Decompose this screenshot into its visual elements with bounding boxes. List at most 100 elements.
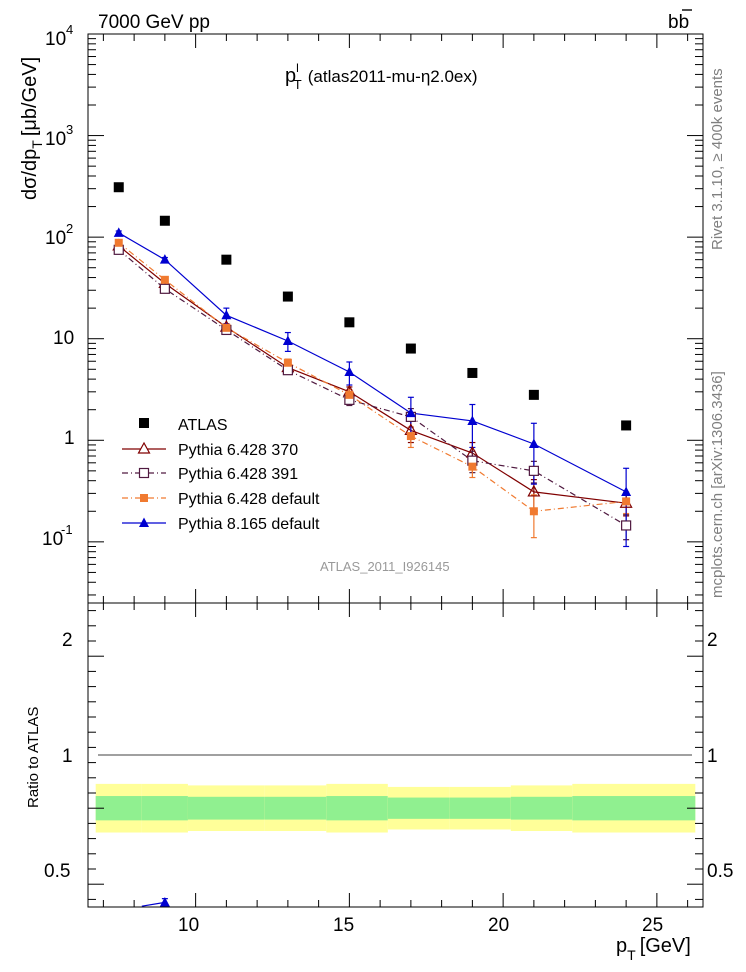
legend-entry-p6def: Pythia 6.428 default: [122, 491, 320, 508]
x-label-sub: T: [627, 947, 636, 963]
ratio-bands: [95, 783, 696, 833]
data-point-p8def: [221, 309, 232, 320]
y-tick-exp-100: 2: [66, 221, 73, 236]
data-point-p6def: [529, 507, 538, 516]
svg-text:dσ/dpT[μb/GeV]: dσ/dpT [μb/GeV]: [19, 57, 45, 200]
y-tick-label-100: 10: [45, 228, 66, 249]
data-point-p6def: [622, 497, 631, 506]
data-point-atlas: [113, 182, 124, 193]
data-point-atlas: [282, 291, 293, 302]
ratio-series-layer: [141, 896, 170, 907]
main-y-axis-label: dσ/dpT [μb/GeV]: [19, 57, 45, 200]
y-label-main: dσ/dp: [19, 149, 41, 200]
ratio-band-inner: [572, 796, 696, 821]
data-point-p391: [621, 520, 632, 531]
data-point-p391: [528, 465, 539, 476]
main-axis-ticks: [88, 33, 703, 603]
data-point-p6def: [345, 390, 354, 399]
ratio-y-axis-label: Ratio to ATLAS: [25, 707, 42, 808]
plot-title: pl T (atlas2011-mu-η2.0ex): [285, 61, 478, 92]
x-label-rest: [GeV]: [640, 935, 691, 957]
ratio-line-p8def: [141, 901, 165, 907]
y-tick-exp-1000: 3: [66, 122, 73, 137]
y-tick-label-0.1: 10: [42, 529, 63, 550]
y-tick-label-1: 1: [64, 428, 75, 449]
ratio-point-p8def: [159, 896, 170, 907]
data-point-p6def: [160, 275, 169, 284]
legend-entry-p370: Pythia 6.428 370: [122, 441, 298, 459]
data-point-p8def: [113, 227, 124, 237]
ratio-y-tick-right-1: 1: [707, 746, 718, 767]
y-tick-exp-0.1: -1: [61, 522, 73, 537]
y-label-sub: T: [29, 140, 45, 149]
data-point-p370: [527, 484, 541, 497]
legend-label-p8def: Pythia 8.165 default: [178, 516, 320, 533]
ratio-y-tick-labels-right: 2 1 0.5: [707, 630, 733, 882]
x-label-main: p: [616, 935, 627, 957]
ratio-y-tick-1: 1: [62, 746, 73, 767]
ratio-y-tick-2: 2: [62, 630, 73, 651]
data-point-p8def: [528, 438, 539, 448]
ratio-band-inner: [141, 796, 188, 821]
header-energy-label: 7000 GeV pp: [98, 12, 210, 33]
data-point-p8def: [621, 486, 632, 496]
data-point-atlas: [221, 254, 232, 265]
ratio-band-inner: [187, 796, 265, 820]
legend-label-p391: Pythia 6.428 391: [178, 466, 298, 483]
x-tick-10: 10: [178, 915, 199, 936]
title-main: p: [285, 65, 296, 87]
legend-entry-atlas: ATLAS: [139, 417, 228, 434]
data-point-atlas: [344, 317, 355, 328]
data-point-p391: [159, 283, 170, 294]
series-line-p370: [118, 245, 627, 504]
main-series-layer: [112, 182, 633, 548]
legend-entry-p391: Pythia 6.428 391: [122, 466, 298, 483]
ratio-y-tick-right-2: 2: [707, 630, 718, 651]
ratio-band-inner: [510, 796, 573, 820]
y-tick-label-10: 10: [53, 328, 74, 349]
y-tick-label-1000: 10: [45, 129, 66, 150]
side-rivet-label: Rivet 3.1.10, ≥ 400k events: [709, 68, 726, 250]
data-point-p6def: [468, 462, 477, 471]
x-tick-25: 25: [642, 915, 663, 936]
data-point-atlas: [405, 343, 416, 354]
ratio-panel-frame: [87, 602, 704, 908]
data-point-atlas: [528, 389, 539, 400]
title-rest: (atlas2011-mu-η2.0ex): [308, 67, 478, 86]
data-point-p8def: [282, 335, 293, 345]
main-panel: 10 -1 1 10 10 2 10 3 10 4 dσ/dpT[μb/GeV]…: [19, 22, 704, 604]
data-point-p6def: [114, 238, 123, 247]
analysis-watermark: ATLAS_2011_I926145: [320, 559, 450, 574]
legend-label-p6def: Pythia 6.428 default: [178, 491, 320, 508]
data-point-p6def: [222, 323, 231, 332]
data-point-atlas: [621, 420, 632, 431]
y-tick-exp-10000: 4: [66, 22, 73, 37]
side-mcplots-label: mcplots.cern.ch [arXiv:1306.3436]: [709, 371, 726, 598]
ratio-y-tick-0.5: 0.5: [44, 861, 70, 882]
data-point-atlas: [467, 367, 478, 378]
y-tick-label-10000: 10: [45, 29, 66, 50]
legend-label-atlas: ATLAS: [178, 417, 228, 434]
header-process-label: bb: [668, 9, 692, 33]
data-point-p8def: [344, 366, 355, 377]
ratio-axis-ticks: [88, 603, 703, 907]
data-point-p6def: [406, 432, 415, 441]
ratio-y-tick-labels-left: 2 1 0.5: [44, 630, 73, 882]
legend-label-p370: Pythia 6.428 370: [178, 442, 298, 459]
ratio-band-inner: [387, 797, 450, 819]
ratio-y-tick-right-0.5: 0.5: [707, 861, 733, 882]
ratio-band-inner: [326, 796, 388, 821]
title-sub: T: [294, 77, 302, 92]
legend: ATLAS Pythia 6.428 370 Pythia 6.428 391 …: [122, 417, 320, 533]
data-point-p8def: [467, 415, 478, 425]
legend-entry-p8def: Pythia 8.165 default: [122, 516, 320, 533]
data-point-p8def: [405, 407, 416, 418]
x-tick-labels: 10 15 20 25: [178, 915, 663, 936]
y-label-rest: [μb/GeV]: [19, 57, 41, 136]
data-point-atlas: [159, 215, 170, 226]
ratio-band-inner: [264, 796, 327, 820]
x-axis-label: pT [GeV]: [616, 935, 691, 963]
data-point-p391: [282, 365, 293, 376]
data-point-p6def: [283, 358, 292, 367]
ratio-panel: 2 1 0.5 2 1 0.5 Ratio to ATLAS 10 15 20 …: [25, 602, 733, 963]
